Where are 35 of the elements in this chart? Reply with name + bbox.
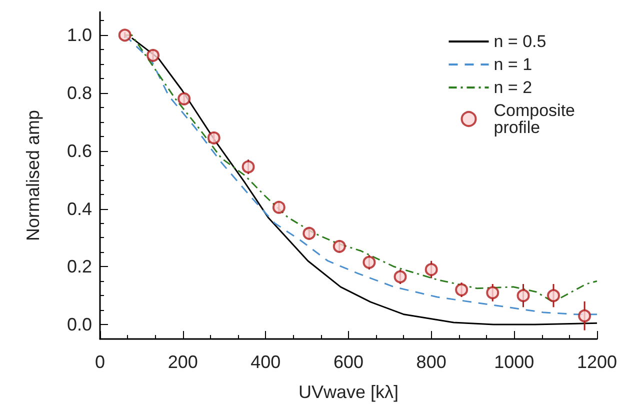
point [424,263,438,276]
x-tick-label: 200 [168,352,198,372]
y-axis-title: Normalised amp [23,110,43,242]
legend-label: n = 0.5 [494,32,546,51]
x-tick-label: 1000 [494,352,534,372]
point [486,286,500,300]
point [455,283,468,296]
point [362,256,376,269]
point [178,92,191,106]
point [302,226,316,240]
y-tick-label: 0.2 [66,256,92,277]
point [272,200,286,214]
y-tick-label: 0.0 [66,314,92,335]
legend-label: n = 1 [494,55,532,74]
x-tick-label: 0 [94,352,106,372]
y-tick-label: 0.4 [66,198,92,219]
x-tick-label: 800 [416,352,446,372]
x-tick-label: 600 [333,352,364,372]
x-tick-label: 400 [250,352,281,372]
point [242,160,255,174]
y-tick-label: 0.8 [66,83,92,104]
point [516,289,530,302]
y-tick-label: 0.6 [66,140,92,161]
point [332,240,346,253]
point [394,270,407,284]
point [547,289,560,302]
legend-label: n = 2 [494,78,532,97]
y-tick-label: 1.0 [66,25,92,46]
legend-label: Composite profile [494,101,576,137]
point [118,28,132,42]
point [578,309,592,322]
x-tick-label: 1200 [576,352,617,372]
point [207,131,220,144]
point [146,48,160,62]
x-axis-title: UVwave [kλ] [298,382,399,402]
